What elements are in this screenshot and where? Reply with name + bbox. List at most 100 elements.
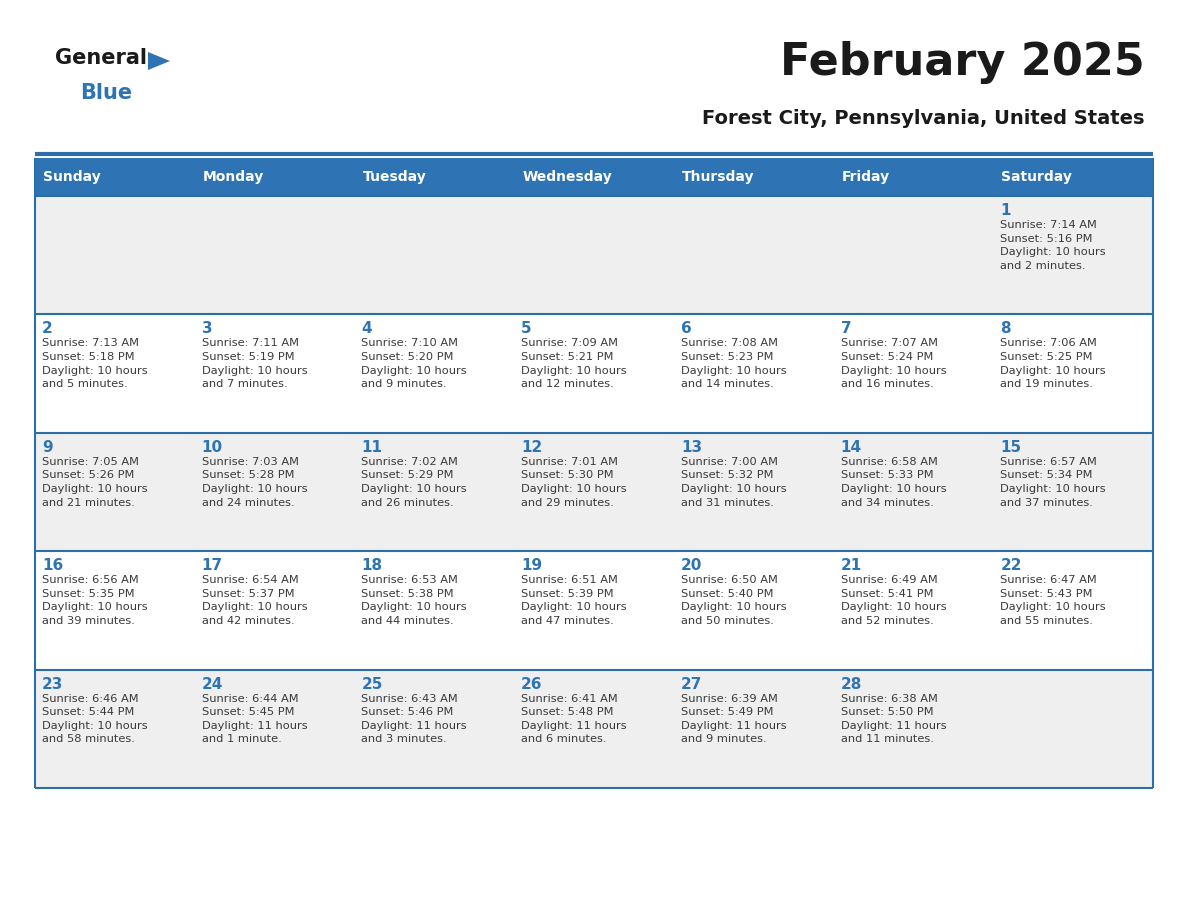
Text: Sunrise: 7:14 AM
Sunset: 5:16 PM
Daylight: 10 hours
and 2 minutes.: Sunrise: 7:14 AM Sunset: 5:16 PM Dayligh…: [1000, 220, 1106, 271]
Text: Sunrise: 6:49 AM
Sunset: 5:41 PM
Daylight: 10 hours
and 52 minutes.: Sunrise: 6:49 AM Sunset: 5:41 PM Dayligh…: [841, 576, 946, 626]
Text: Wednesday: Wednesday: [523, 170, 612, 184]
Text: Sunrise: 6:47 AM
Sunset: 5:43 PM
Daylight: 10 hours
and 55 minutes.: Sunrise: 6:47 AM Sunset: 5:43 PM Dayligh…: [1000, 576, 1106, 626]
Bar: [34, 432, 195, 551]
Text: Sunrise: 6:56 AM
Sunset: 5:35 PM
Daylight: 10 hours
and 39 minutes.: Sunrise: 6:56 AM Sunset: 5:35 PM Dayligh…: [42, 576, 147, 626]
Text: 23: 23: [42, 677, 63, 691]
Bar: [195, 196, 354, 314]
Text: 17: 17: [202, 558, 223, 573]
Text: 7: 7: [841, 321, 851, 336]
Bar: [993, 551, 1154, 669]
Text: Sunrise: 7:08 AM
Sunset: 5:23 PM
Daylight: 10 hours
and 14 minutes.: Sunrise: 7:08 AM Sunset: 5:23 PM Dayligh…: [681, 339, 786, 389]
Bar: [834, 314, 993, 432]
Bar: [34, 196, 195, 314]
Text: Tuesday: Tuesday: [362, 170, 426, 184]
Text: 19: 19: [522, 558, 542, 573]
Text: Friday: Friday: [841, 170, 890, 184]
Bar: [514, 314, 674, 432]
Text: 1: 1: [1000, 203, 1011, 218]
Text: Sunrise: 6:46 AM
Sunset: 5:44 PM
Daylight: 10 hours
and 58 minutes.: Sunrise: 6:46 AM Sunset: 5:44 PM Dayligh…: [42, 694, 147, 744]
Bar: [195, 432, 354, 551]
Bar: [834, 158, 993, 196]
Text: Saturday: Saturday: [1001, 170, 1072, 184]
Bar: [354, 551, 514, 669]
Bar: [993, 314, 1154, 432]
Text: 18: 18: [361, 558, 383, 573]
Bar: [354, 669, 514, 788]
Text: 22: 22: [1000, 558, 1022, 573]
Text: Sunrise: 6:54 AM
Sunset: 5:37 PM
Daylight: 10 hours
and 42 minutes.: Sunrise: 6:54 AM Sunset: 5:37 PM Dayligh…: [202, 576, 308, 626]
Text: 2: 2: [42, 321, 52, 336]
Text: Sunrise: 7:00 AM
Sunset: 5:32 PM
Daylight: 10 hours
and 31 minutes.: Sunrise: 7:00 AM Sunset: 5:32 PM Dayligh…: [681, 457, 786, 508]
Bar: [195, 551, 354, 669]
Text: Forest City, Pennsylvania, United States: Forest City, Pennsylvania, United States: [702, 108, 1145, 128]
Text: Sunrise: 6:51 AM
Sunset: 5:39 PM
Daylight: 10 hours
and 47 minutes.: Sunrise: 6:51 AM Sunset: 5:39 PM Dayligh…: [522, 576, 627, 626]
Bar: [34, 314, 195, 432]
Bar: [514, 196, 674, 314]
Text: 27: 27: [681, 677, 702, 691]
Bar: [834, 196, 993, 314]
Text: 16: 16: [42, 558, 63, 573]
Text: Thursday: Thursday: [682, 170, 754, 184]
Text: General: General: [55, 48, 147, 68]
Text: Sunrise: 6:44 AM
Sunset: 5:45 PM
Daylight: 11 hours
and 1 minute.: Sunrise: 6:44 AM Sunset: 5:45 PM Dayligh…: [202, 694, 308, 744]
Bar: [993, 432, 1154, 551]
Polygon shape: [148, 52, 170, 70]
Text: 24: 24: [202, 677, 223, 691]
Bar: [354, 158, 514, 196]
Bar: [674, 432, 834, 551]
Text: Sunrise: 7:05 AM
Sunset: 5:26 PM
Daylight: 10 hours
and 21 minutes.: Sunrise: 7:05 AM Sunset: 5:26 PM Dayligh…: [42, 457, 147, 508]
Text: Sunrise: 7:11 AM
Sunset: 5:19 PM
Daylight: 10 hours
and 7 minutes.: Sunrise: 7:11 AM Sunset: 5:19 PM Dayligh…: [202, 339, 308, 389]
Text: Sunrise: 7:06 AM
Sunset: 5:25 PM
Daylight: 10 hours
and 19 minutes.: Sunrise: 7:06 AM Sunset: 5:25 PM Dayligh…: [1000, 339, 1106, 389]
Bar: [354, 432, 514, 551]
Text: Sunrise: 7:03 AM
Sunset: 5:28 PM
Daylight: 10 hours
and 24 minutes.: Sunrise: 7:03 AM Sunset: 5:28 PM Dayligh…: [202, 457, 308, 508]
Text: Sunrise: 6:50 AM
Sunset: 5:40 PM
Daylight: 10 hours
and 50 minutes.: Sunrise: 6:50 AM Sunset: 5:40 PM Dayligh…: [681, 576, 786, 626]
Text: Sunday: Sunday: [43, 170, 101, 184]
Text: 6: 6: [681, 321, 691, 336]
Text: Sunrise: 6:38 AM
Sunset: 5:50 PM
Daylight: 11 hours
and 11 minutes.: Sunrise: 6:38 AM Sunset: 5:50 PM Dayligh…: [841, 694, 946, 744]
Bar: [195, 669, 354, 788]
Text: Sunrise: 6:57 AM
Sunset: 5:34 PM
Daylight: 10 hours
and 37 minutes.: Sunrise: 6:57 AM Sunset: 5:34 PM Dayligh…: [1000, 457, 1106, 508]
Bar: [834, 432, 993, 551]
Text: 12: 12: [522, 440, 543, 454]
Text: 20: 20: [681, 558, 702, 573]
Bar: [993, 158, 1154, 196]
Bar: [354, 196, 514, 314]
Text: Sunrise: 6:43 AM
Sunset: 5:46 PM
Daylight: 11 hours
and 3 minutes.: Sunrise: 6:43 AM Sunset: 5:46 PM Dayligh…: [361, 694, 467, 744]
Text: Sunrise: 7:01 AM
Sunset: 5:30 PM
Daylight: 10 hours
and 29 minutes.: Sunrise: 7:01 AM Sunset: 5:30 PM Dayligh…: [522, 457, 627, 508]
Bar: [993, 196, 1154, 314]
Text: 14: 14: [841, 440, 861, 454]
Text: Sunrise: 7:13 AM
Sunset: 5:18 PM
Daylight: 10 hours
and 5 minutes.: Sunrise: 7:13 AM Sunset: 5:18 PM Dayligh…: [42, 339, 147, 389]
Bar: [34, 669, 195, 788]
Text: 25: 25: [361, 677, 383, 691]
Bar: [993, 669, 1154, 788]
Text: 21: 21: [841, 558, 861, 573]
Text: 9: 9: [42, 440, 52, 454]
Bar: [674, 314, 834, 432]
Bar: [34, 551, 195, 669]
Text: February 2025: February 2025: [781, 41, 1145, 84]
Text: Sunrise: 6:53 AM
Sunset: 5:38 PM
Daylight: 10 hours
and 44 minutes.: Sunrise: 6:53 AM Sunset: 5:38 PM Dayligh…: [361, 576, 467, 626]
Text: 15: 15: [1000, 440, 1022, 454]
Text: Sunrise: 7:09 AM
Sunset: 5:21 PM
Daylight: 10 hours
and 12 minutes.: Sunrise: 7:09 AM Sunset: 5:21 PM Dayligh…: [522, 339, 627, 389]
Bar: [34, 158, 195, 196]
Text: Blue: Blue: [80, 83, 132, 103]
Bar: [195, 158, 354, 196]
Bar: [195, 314, 354, 432]
Bar: [674, 551, 834, 669]
Bar: [834, 669, 993, 788]
Text: 5: 5: [522, 321, 532, 336]
Bar: [514, 669, 674, 788]
Bar: [674, 669, 834, 788]
Bar: [514, 551, 674, 669]
Text: 8: 8: [1000, 321, 1011, 336]
Bar: [674, 158, 834, 196]
Text: Sunrise: 6:41 AM
Sunset: 5:48 PM
Daylight: 11 hours
and 6 minutes.: Sunrise: 6:41 AM Sunset: 5:48 PM Dayligh…: [522, 694, 627, 744]
Text: Monday: Monday: [203, 170, 264, 184]
Bar: [674, 196, 834, 314]
Text: Sunrise: 6:39 AM
Sunset: 5:49 PM
Daylight: 11 hours
and 9 minutes.: Sunrise: 6:39 AM Sunset: 5:49 PM Dayligh…: [681, 694, 786, 744]
Text: Sunrise: 6:58 AM
Sunset: 5:33 PM
Daylight: 10 hours
and 34 minutes.: Sunrise: 6:58 AM Sunset: 5:33 PM Dayligh…: [841, 457, 946, 508]
Text: 3: 3: [202, 321, 213, 336]
Text: 28: 28: [841, 677, 862, 691]
Text: Sunrise: 7:07 AM
Sunset: 5:24 PM
Daylight: 10 hours
and 16 minutes.: Sunrise: 7:07 AM Sunset: 5:24 PM Dayligh…: [841, 339, 946, 389]
Text: Sunrise: 7:10 AM
Sunset: 5:20 PM
Daylight: 10 hours
and 9 minutes.: Sunrise: 7:10 AM Sunset: 5:20 PM Dayligh…: [361, 339, 467, 389]
